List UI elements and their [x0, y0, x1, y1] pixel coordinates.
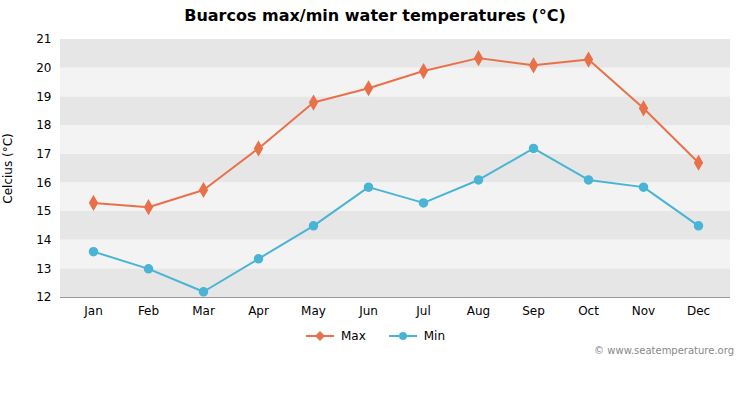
html-text:Max: Max	[340, 329, 366, 343]
svg-text:Dec: Dec	[687, 304, 710, 318]
svg-text:18: 18	[36, 118, 51, 132]
svg-text:Nov: Nov	[632, 304, 655, 318]
svg-text:16: 16	[36, 176, 51, 190]
html-text:© www.seatemperature.org: © www.seatemperature.org	[594, 345, 734, 356]
svg-text:17: 17	[36, 147, 51, 161]
svg-text:Sep: Sep	[522, 304, 545, 318]
svg-text:Jul: Jul	[415, 304, 430, 318]
svg-text:Aug: Aug	[467, 304, 490, 318]
svg-text:May: May	[301, 304, 326, 318]
svg-text:Jun: Jun	[358, 304, 378, 318]
svg-text:19: 19	[36, 90, 51, 104]
svg-text:21: 21	[36, 32, 51, 46]
svg-text:Jan: Jan	[83, 304, 103, 318]
svg-text:12: 12	[36, 290, 51, 304]
svg-text:14: 14	[36, 233, 51, 247]
svg-text:Mar: Mar	[192, 304, 215, 318]
html-text:Buarcos max/min water temperat: Buarcos max/min water temperatures (°C)	[184, 6, 566, 25]
svg-text:13: 13	[36, 262, 51, 276]
svg-text:Apr: Apr	[248, 304, 269, 318]
html-text:Min: Min	[423, 329, 445, 343]
svg-text:Oct: Oct	[578, 304, 599, 318]
svg-text:Celcius (°C): Celcius (°C)	[1, 133, 15, 203]
svg-text:20: 20	[36, 61, 51, 75]
svg-text:Feb: Feb	[138, 304, 159, 318]
svg-text:15: 15	[36, 204, 51, 218]
